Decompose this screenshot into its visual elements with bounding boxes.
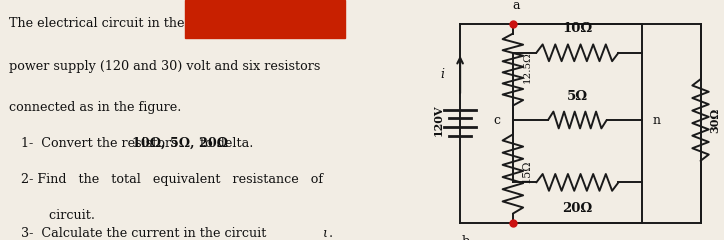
Text: n: n <box>652 114 660 126</box>
Text: 5Ω: 5Ω <box>567 90 588 102</box>
Text: i: i <box>440 68 445 81</box>
Text: .: . <box>328 227 332 240</box>
Text: 10Ω, 5Ω, 20Ω: 10Ω, 5Ω, 20Ω <box>132 137 228 150</box>
Text: ι: ι <box>322 227 327 240</box>
Text: 20Ω: 20Ω <box>563 202 592 215</box>
Text: power supply (120 and 30) volt and six resistors: power supply (120 and 30) volt and six r… <box>9 60 320 73</box>
Text: The electrical circuit in the figure consists of a: The electrical circuit in the figure con… <box>9 17 311 30</box>
Text: 120V: 120V <box>433 104 444 136</box>
Text: 1-  Convert the resistors: 1- Convert the resistors <box>9 137 181 150</box>
Text: a: a <box>512 0 520 12</box>
Text: b: b <box>462 235 470 240</box>
Text: connected as in the figure.: connected as in the figure. <box>9 101 181 114</box>
Text: to delta.: to delta. <box>196 137 253 150</box>
Text: 2- Find   the   total   equivalent   resistance   of: 2- Find the total equivalent resistance … <box>9 173 323 186</box>
Text: 3-  Calculate the current in the circuit: 3- Calculate the current in the circuit <box>9 227 270 240</box>
Text: 15Ω: 15Ω <box>522 160 532 183</box>
Text: 10Ω: 10Ω <box>563 22 592 35</box>
Text: c: c <box>493 114 500 126</box>
Text: 12.5Ω: 12.5Ω <box>523 51 531 83</box>
Text: circuit.: circuit. <box>9 209 95 222</box>
Text: 30Ω: 30Ω <box>710 107 720 133</box>
